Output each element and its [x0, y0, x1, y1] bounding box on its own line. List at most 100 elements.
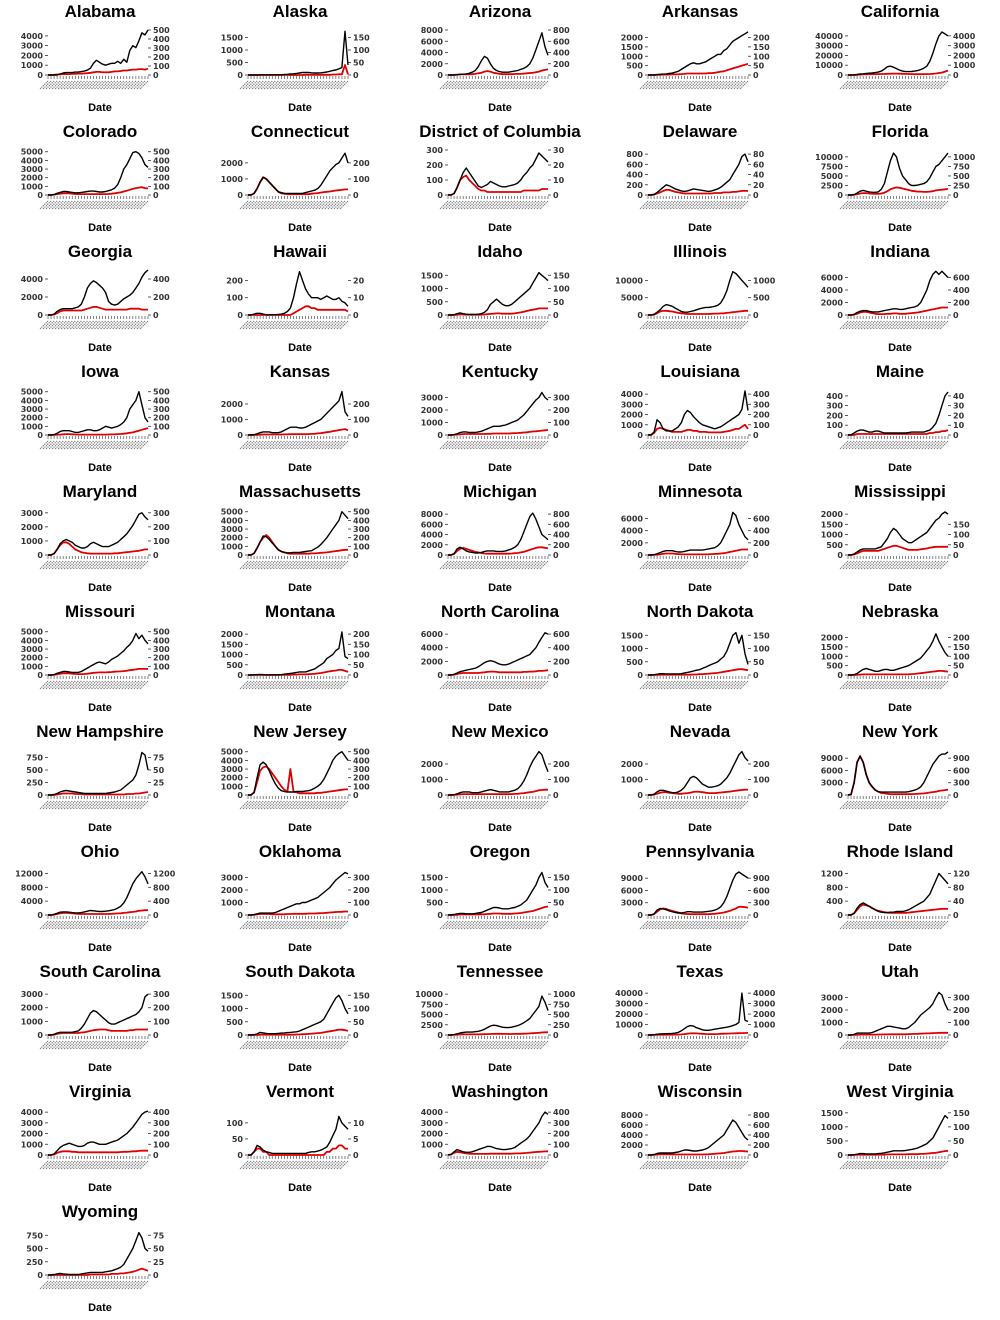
- x-tick-label-mark: [463, 440, 473, 450]
- panel-title: Tennessee: [456, 962, 544, 981]
- x-tick-label-mark: [75, 320, 85, 330]
- x-tick-label-mark: [251, 920, 261, 930]
- y-right-tick-label: 0: [553, 1031, 559, 1040]
- x-tick-label-mark: [485, 80, 494, 90]
- y-right-tick-label: 400: [153, 35, 170, 44]
- x-tick-label-mark: [263, 320, 273, 330]
- y-right-tick-label: 750: [553, 1000, 570, 1009]
- x-tick-label-mark: [472, 1160, 482, 1170]
- x-tick-label-mark: [506, 920, 516, 930]
- x-tick-label-mark: [472, 320, 482, 330]
- x-tick-label-mark: [933, 560, 943, 570]
- y-right-tick-label: 400: [753, 1131, 770, 1140]
- x-tick-label-mark: [300, 440, 310, 450]
- x-tick-label-mark: [736, 920, 746, 930]
- x-tick-label-mark: [854, 920, 864, 930]
- x-tick-label-mark: [330, 680, 340, 690]
- x-tick-label-mark: [121, 320, 131, 330]
- x-tick-label-mark: [927, 1160, 937, 1170]
- x-tick-label-mark: [303, 200, 313, 210]
- x-tick-label-mark: [491, 680, 500, 690]
- y-right-tick-label: 900: [953, 754, 970, 763]
- x-tick-label-mark: [288, 200, 297, 210]
- x-tick-label-mark: [139, 1040, 149, 1050]
- x-tick-label-mark: [97, 680, 107, 690]
- x-tick-label-mark: [475, 680, 485, 690]
- x-tick-label-mark: [709, 320, 719, 330]
- x-tick-label-mark: [475, 920, 485, 930]
- y-left-tick-label: 750: [26, 1231, 43, 1240]
- x-tick-label-mark: [318, 920, 328, 930]
- x-tick-label-mark: [69, 440, 79, 450]
- x-tick-label-mark: [839, 1160, 849, 1170]
- x-tick-label-mark: [60, 320, 70, 330]
- panel-title: Colorado: [62, 122, 138, 141]
- x-tick-label-mark: [485, 1160, 494, 1170]
- x-tick-label-mark: [924, 440, 934, 450]
- x-tick-label-mark: [675, 800, 685, 810]
- x-tick-label-mark: [888, 680, 897, 690]
- x-tick-label-mark: [281, 560, 291, 570]
- x-tick-label-mark: [494, 1040, 503, 1050]
- y-left-tick-label: 0: [437, 551, 443, 560]
- state-panel: West Virginia 0 500 1000 1500 0 50 100 150 Date: [800, 1080, 1000, 1200]
- x-tick-label-mark: [894, 200, 903, 210]
- x-tick-label-mark: [94, 1160, 103, 1170]
- deaths-series-line: [648, 189, 748, 196]
- x-tick-label-mark: [309, 80, 319, 90]
- x-tick-label-mark: [715, 800, 725, 810]
- x-tick-label-mark: [124, 1160, 134, 1170]
- x-tick-label-mark: [481, 200, 491, 210]
- x-tick-label-mark: [494, 320, 503, 330]
- x-tick-label-mark: [866, 800, 876, 810]
- x-tick-label-mark: [472, 800, 482, 810]
- y-left-tick-label: 2000: [421, 657, 444, 666]
- x-tick-label-mark: [685, 560, 694, 570]
- deaths-series-line: [48, 1149, 148, 1156]
- y-right-tick-label: 0: [153, 551, 159, 560]
- x-tick-label-mark: [303, 1160, 313, 1170]
- x-tick-label-mark: [454, 680, 464, 690]
- y-left-tick-label: 1000: [621, 645, 644, 654]
- x-tick-label-mark: [330, 1160, 340, 1170]
- x-tick-label-mark: [885, 1040, 894, 1050]
- x-tick-label-mark: [860, 320, 870, 330]
- x-tick-label-mark: [66, 320, 76, 330]
- x-tick-label-mark: [669, 680, 679, 690]
- x-tick-label-mark: [939, 560, 949, 570]
- x-tick-label-mark: [930, 560, 940, 570]
- y-left-tick-label: 0: [837, 431, 843, 440]
- x-tick-label-mark: [524, 440, 534, 450]
- x-tick-label-mark: [639, 200, 649, 210]
- cases-series-line: [48, 512, 149, 556]
- x-tick-label-mark: [460, 440, 470, 450]
- x-tick-label-mark: [721, 200, 731, 210]
- x-tick-label-mark: [88, 800, 97, 810]
- x-tick-label-mark: [245, 680, 255, 690]
- x-tick-label-mark: [48, 440, 58, 450]
- y-right-tick-label: 120: [953, 869, 970, 878]
- deaths-series-line: [648, 668, 749, 676]
- x-tick-label-mark: [469, 800, 479, 810]
- y-right-tick-label: 100: [153, 182, 170, 191]
- y-left-tick-label: 1000: [221, 46, 244, 55]
- deaths-series-line: [848, 186, 949, 196]
- x-tick-label-mark: [894, 440, 903, 450]
- y-left-tick-label: 40000: [815, 32, 843, 41]
- x-tick-label-mark: [127, 440, 137, 450]
- x-tick-label-mark: [81, 920, 91, 930]
- x-tick-label-mark: [281, 800, 291, 810]
- x-tick-label-mark: [503, 200, 513, 210]
- x-tick-label-mark: [297, 200, 307, 210]
- x-tick-label-mark: [291, 200, 300, 210]
- y-left-tick-label: 0: [637, 911, 643, 920]
- x-tick-label-mark: [124, 920, 134, 930]
- x-tick-label-mark: [866, 920, 876, 930]
- x-tick-label-mark: [78, 560, 88, 570]
- x-tick-label-mark: [933, 200, 943, 210]
- x-tick-label-mark: [66, 80, 76, 90]
- y-right-tick-label: 0: [753, 191, 759, 200]
- x-tick-label-mark: [512, 680, 522, 690]
